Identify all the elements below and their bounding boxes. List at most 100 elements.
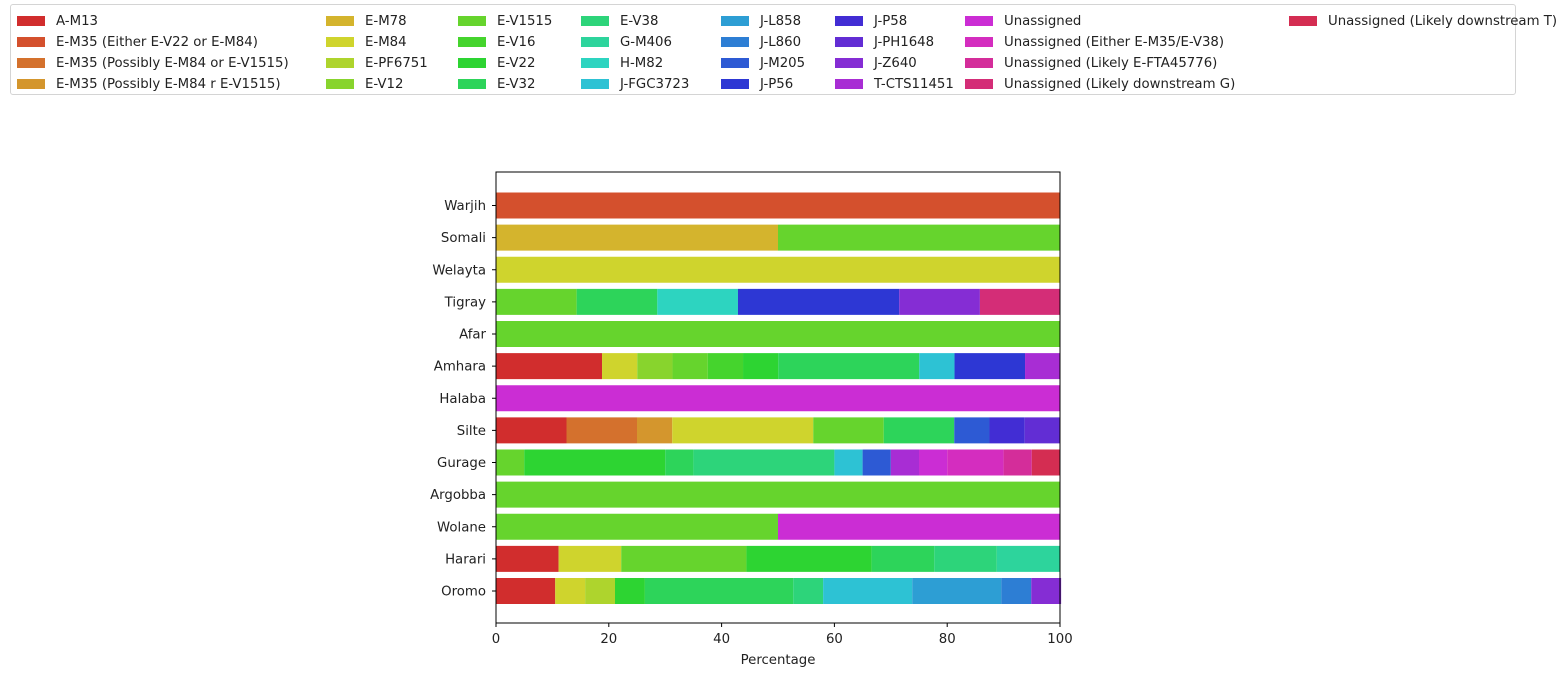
legend-swatch	[581, 79, 609, 89]
legend-item: E-M35 (Possibly E-M84 r E-V1515)	[17, 74, 281, 94]
bar-segment	[979, 288, 1060, 315]
legend-swatch	[721, 16, 749, 26]
bar-segment	[954, 417, 990, 444]
legend-swatch	[965, 58, 993, 68]
legend-label: Unassigned (Either E-M35/E-V38)	[1004, 34, 1225, 50]
y-tick-label: Gurage	[437, 456, 486, 471]
legend-label: T-CTS11451	[874, 76, 954, 92]
bar-segment	[778, 513, 1060, 540]
bar-segment	[1001, 578, 1032, 604]
bar-segment	[496, 256, 1060, 283]
bar-segment	[585, 578, 616, 604]
bar-segment	[496, 578, 556, 604]
y-tick-label: Wolane	[437, 520, 486, 535]
bar-segment	[637, 353, 673, 380]
bar-segment	[496, 192, 1060, 219]
bar-segment	[496, 321, 1060, 347]
x-tick-label: 20	[600, 632, 617, 647]
legend-item: E-PF6751	[326, 53, 428, 73]
legend-swatch	[835, 58, 863, 68]
y-tick-label: Welayta	[432, 263, 486, 278]
bar-segment	[813, 417, 884, 444]
legend-item: Unassigned (Likely E-FTA45776)	[965, 53, 1217, 73]
legend-swatch	[721, 79, 749, 89]
bar-segment	[919, 353, 955, 380]
bar-segment	[555, 578, 586, 604]
bar-segment	[496, 513, 778, 540]
bar-segment	[615, 578, 645, 604]
legend-swatch	[835, 79, 863, 89]
legend-label: E-V38	[620, 13, 659, 29]
bar-segment	[1024, 417, 1060, 444]
legend-label: Unassigned (Likely downstream G)	[1004, 76, 1236, 92]
legend-swatch	[721, 37, 749, 47]
legend-swatch	[458, 16, 486, 26]
bar-segment	[693, 449, 835, 476]
bar-segment	[621, 545, 747, 572]
bar-segment	[576, 288, 658, 315]
bar-segment	[746, 545, 872, 572]
bar-segment	[989, 417, 1025, 444]
legend-label: Unassigned (Likely downstream T)	[1328, 13, 1556, 29]
legend-item: Unassigned	[965, 11, 1081, 31]
legend-label: E-V32	[497, 76, 536, 92]
legend-swatch	[17, 37, 45, 47]
y-tick-label: Amhara	[434, 360, 486, 375]
plot-frame	[495, 171, 1061, 624]
bar-segment	[871, 545, 935, 572]
bar-segment	[524, 449, 666, 476]
legend-item: J-P58	[835, 11, 907, 31]
bar-segment	[672, 417, 814, 444]
bar-segment	[862, 449, 891, 476]
x-tick-label: 80	[939, 632, 956, 647]
bar-segment	[778, 224, 1060, 251]
legend-item: E-V1515	[458, 11, 552, 31]
legend-item: E-V12	[326, 74, 403, 94]
bar-segment	[947, 449, 1004, 476]
legend-swatch	[581, 58, 609, 68]
bar-segment	[637, 417, 673, 444]
legend-label: J-P56	[760, 76, 794, 92]
legend-swatch	[17, 79, 45, 89]
bar-segment	[1003, 449, 1032, 476]
bar-segment	[954, 353, 1026, 380]
legend-label: E-V12	[365, 76, 404, 92]
bar-segment	[672, 353, 708, 380]
bar-segment	[934, 545, 997, 572]
bar-segment	[912, 578, 1002, 604]
legend-item: E-M35 (Either E-V22 or E-M84)	[17, 32, 258, 52]
legend-swatch	[965, 16, 993, 26]
legend-label: J-P58	[874, 13, 908, 29]
bar-segment	[665, 449, 694, 476]
legend-swatch	[965, 79, 993, 89]
legend-swatch	[581, 16, 609, 26]
y-tick-label: Warjih	[444, 199, 486, 214]
legend-label: J-L860	[760, 34, 802, 50]
legend-swatch	[326, 79, 354, 89]
legend-item: J-Z640	[835, 53, 917, 73]
legend-label: A-M13	[56, 13, 98, 29]
legend-swatch	[17, 58, 45, 68]
legend-swatch	[326, 16, 354, 26]
legend-item: Unassigned (Likely downstream G)	[965, 74, 1235, 94]
legend-label: E-M84	[365, 34, 407, 50]
legend-item: E-V38	[581, 11, 658, 31]
y-tick-label: Silte	[457, 424, 486, 439]
legend-swatch	[835, 37, 863, 47]
legend-item: E-V32	[458, 74, 535, 94]
legend-item: E-M78	[326, 11, 407, 31]
legend-swatch	[458, 79, 486, 89]
y-tick-label: Tigray	[444, 295, 486, 310]
legend-item: E-V22	[458, 53, 535, 73]
y-axis: Oromo Harari Wolane Argobba Gurage Silte Halab…	[430, 199, 496, 600]
legend-label: J-Z640	[874, 55, 917, 71]
bar-segment	[644, 578, 794, 604]
legend-item: J-FGC3723	[581, 74, 689, 94]
x-tick-label: 100	[1047, 632, 1072, 647]
bar-segment	[834, 449, 863, 476]
legend-swatch	[965, 37, 993, 47]
bar-segment	[657, 288, 738, 315]
legend-item: J-L860	[721, 32, 801, 52]
y-tick-label: Argobba	[430, 488, 486, 503]
x-axis-label: Percentage	[741, 653, 816, 668]
